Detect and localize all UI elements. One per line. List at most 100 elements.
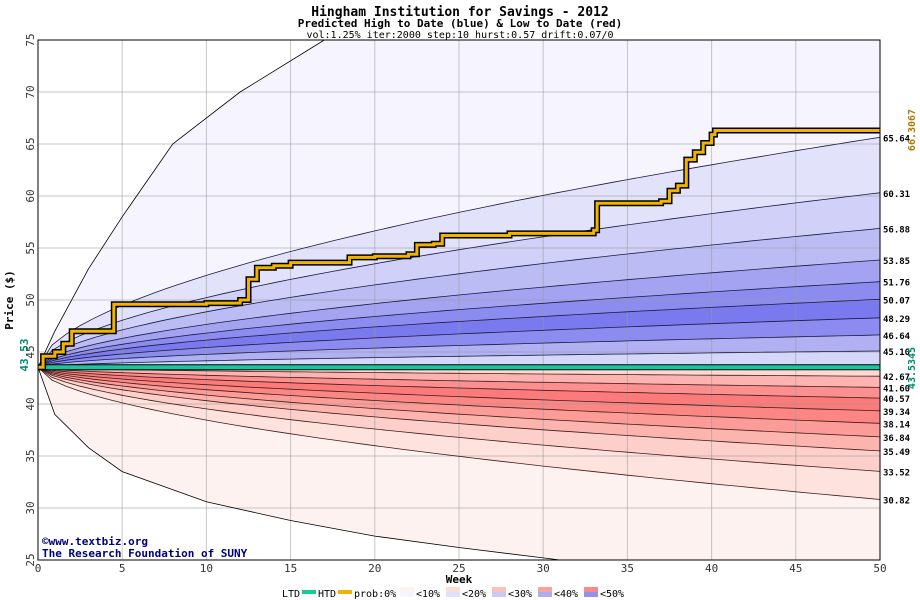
band-low-4 bbox=[38, 367, 880, 424]
legend-swatch-blue-4 bbox=[584, 592, 598, 597]
low-label-6: 35.49 bbox=[883, 448, 910, 458]
htd-line bbox=[38, 129, 880, 369]
credit-site: ©www.textbiz.org bbox=[42, 535, 148, 548]
y-tick-45: 45 bbox=[24, 345, 37, 358]
legend-swatch-red-1 bbox=[446, 587, 460, 592]
outer-low-curve bbox=[37, 367, 561, 561]
y-tick-50: 50 bbox=[24, 293, 37, 306]
high-label-0: 65.64 bbox=[883, 134, 911, 144]
band-low-8 bbox=[38, 367, 880, 500]
y-tick-30: 30 bbox=[24, 501, 37, 514]
y-tick-55: 55 bbox=[24, 241, 37, 254]
high-curve-3 bbox=[37, 259, 881, 368]
legend-prob: prob:0% bbox=[354, 589, 396, 600]
low-curve-1 bbox=[37, 366, 881, 388]
low-label-4: 38.14 bbox=[883, 420, 911, 430]
high-curve-2 bbox=[37, 228, 881, 368]
band-low-7 bbox=[38, 367, 880, 472]
percentile-labels: 65.64 60.31 56.88 53.85 51.76 50.07 48.29 46.64… bbox=[883, 134, 911, 506]
low-curve-4 bbox=[37, 366, 881, 424]
x-tick-45: 45 bbox=[789, 562, 802, 575]
x-tick-5: 5 bbox=[119, 562, 126, 575]
legend-htd-swatch bbox=[338, 590, 352, 594]
legend-swatch-blue-0 bbox=[400, 592, 414, 597]
band-low-6 bbox=[38, 367, 880, 451]
legend-swatch-red-4 bbox=[584, 587, 598, 592]
chart-params: vol:1.25% iter:2000 step:10 hurst:0.57 d… bbox=[306, 30, 613, 41]
legend-swatch-red-3 bbox=[538, 587, 552, 592]
start-price-label: 43.53 bbox=[18, 338, 31, 371]
high-label-5: 50.07 bbox=[883, 296, 910, 306]
x-tick-50: 50 bbox=[873, 562, 886, 575]
x-tick-20: 20 bbox=[368, 562, 381, 575]
y-axis-label: Price ($) bbox=[3, 270, 16, 330]
y-tick-70: 70 bbox=[24, 85, 37, 98]
x-tick-40: 40 bbox=[705, 562, 718, 575]
outer-high-curve bbox=[37, 39, 325, 368]
high-label-3: 53.85 bbox=[883, 257, 910, 267]
x-axis-label: Week bbox=[446, 573, 473, 586]
outside-high bbox=[38, 40, 325, 368]
x-tick-15: 15 bbox=[284, 562, 297, 575]
low-curve-3 bbox=[37, 366, 881, 412]
legend-item-0: <10% bbox=[416, 589, 440, 600]
legend-item-4: <50% bbox=[600, 589, 624, 600]
high-curve-4 bbox=[37, 281, 881, 368]
legend-item-1: <20% bbox=[462, 589, 486, 600]
credit-org: The Research Foundation of SUNY bbox=[42, 547, 248, 560]
legend-ltd: LTD bbox=[282, 589, 300, 600]
band-high-1 bbox=[38, 192, 880, 368]
chart-subtitle: Predicted High to Date (blue) & Low to D… bbox=[298, 17, 623, 30]
outside-low bbox=[38, 367, 560, 560]
x-tick-30: 30 bbox=[537, 562, 550, 575]
high-curve-0 bbox=[37, 136, 881, 368]
low-curve-0 bbox=[37, 366, 881, 377]
low-label-7: 33.52 bbox=[883, 468, 910, 478]
y-tick-40: 40 bbox=[24, 397, 37, 410]
band-high-4 bbox=[38, 281, 880, 368]
low-label-2: 40.57 bbox=[883, 395, 910, 405]
ltd-value-label: 43.5345 bbox=[907, 347, 918, 389]
plot-frame bbox=[37, 39, 881, 561]
legend-swatch-blue-3 bbox=[538, 592, 552, 597]
band-high-3 bbox=[38, 260, 880, 368]
chart-title: Hingham Institution for Savings - 2012 bbox=[311, 5, 608, 20]
y-tick-60: 60 bbox=[24, 189, 37, 202]
x-tick-25: 25 bbox=[452, 562, 465, 575]
low-curve-7 bbox=[37, 366, 881, 472]
y-tick-65: 65 bbox=[24, 137, 37, 150]
high-curve-5 bbox=[37, 298, 881, 368]
high-label-2: 56.88 bbox=[883, 225, 910, 235]
low-curve-5 bbox=[37, 366, 881, 438]
x-tick-10: 10 bbox=[200, 562, 213, 575]
x-tick-0: 0 bbox=[35, 562, 42, 575]
y-tick-75: 75 bbox=[24, 33, 37, 46]
legend-ltd-swatch bbox=[302, 590, 316, 594]
axis-ticks: 0 5 10 15 20 25 30 35 40 45 50 25 30 35 40 45 50 55 60 65 70… bbox=[24, 33, 887, 575]
low-label-0: 42.67 bbox=[883, 373, 910, 383]
legend-item-2: <30% bbox=[508, 589, 532, 600]
legend-swatch-red-0 bbox=[400, 587, 414, 592]
low-label-5: 36.84 bbox=[883, 434, 911, 444]
legend-swatch-blue-1 bbox=[446, 592, 460, 597]
high-curve-6 bbox=[37, 317, 881, 368]
y-tick-25: 25 bbox=[24, 553, 37, 566]
legend-swatch-blue-2 bbox=[492, 592, 506, 597]
band-low-5 bbox=[38, 367, 880, 437]
percentile-curves bbox=[37, 39, 881, 561]
legend: LTD HTD prob:0% <10% <20% <30% <40% <50% bbox=[282, 587, 624, 600]
low-label-3: 39.34 bbox=[883, 408, 911, 418]
high-label-1: 60.31 bbox=[883, 190, 910, 200]
high-label-7: 46.64 bbox=[883, 332, 911, 342]
legend-htd: HTD bbox=[318, 589, 336, 600]
low-curve-8 bbox=[37, 367, 881, 500]
low-curve-2 bbox=[37, 366, 881, 399]
high-label-8: 45.10 bbox=[883, 348, 910, 358]
low-curve-6 bbox=[37, 366, 881, 452]
price-paths bbox=[38, 127, 880, 371]
legend-swatch-red-2 bbox=[492, 587, 506, 592]
legend-item-3: <40% bbox=[554, 589, 578, 600]
htd-value-label: 66.3067 bbox=[907, 109, 918, 151]
low-label-1: 41.60 bbox=[883, 384, 910, 394]
high-label-4: 51.76 bbox=[883, 279, 910, 289]
